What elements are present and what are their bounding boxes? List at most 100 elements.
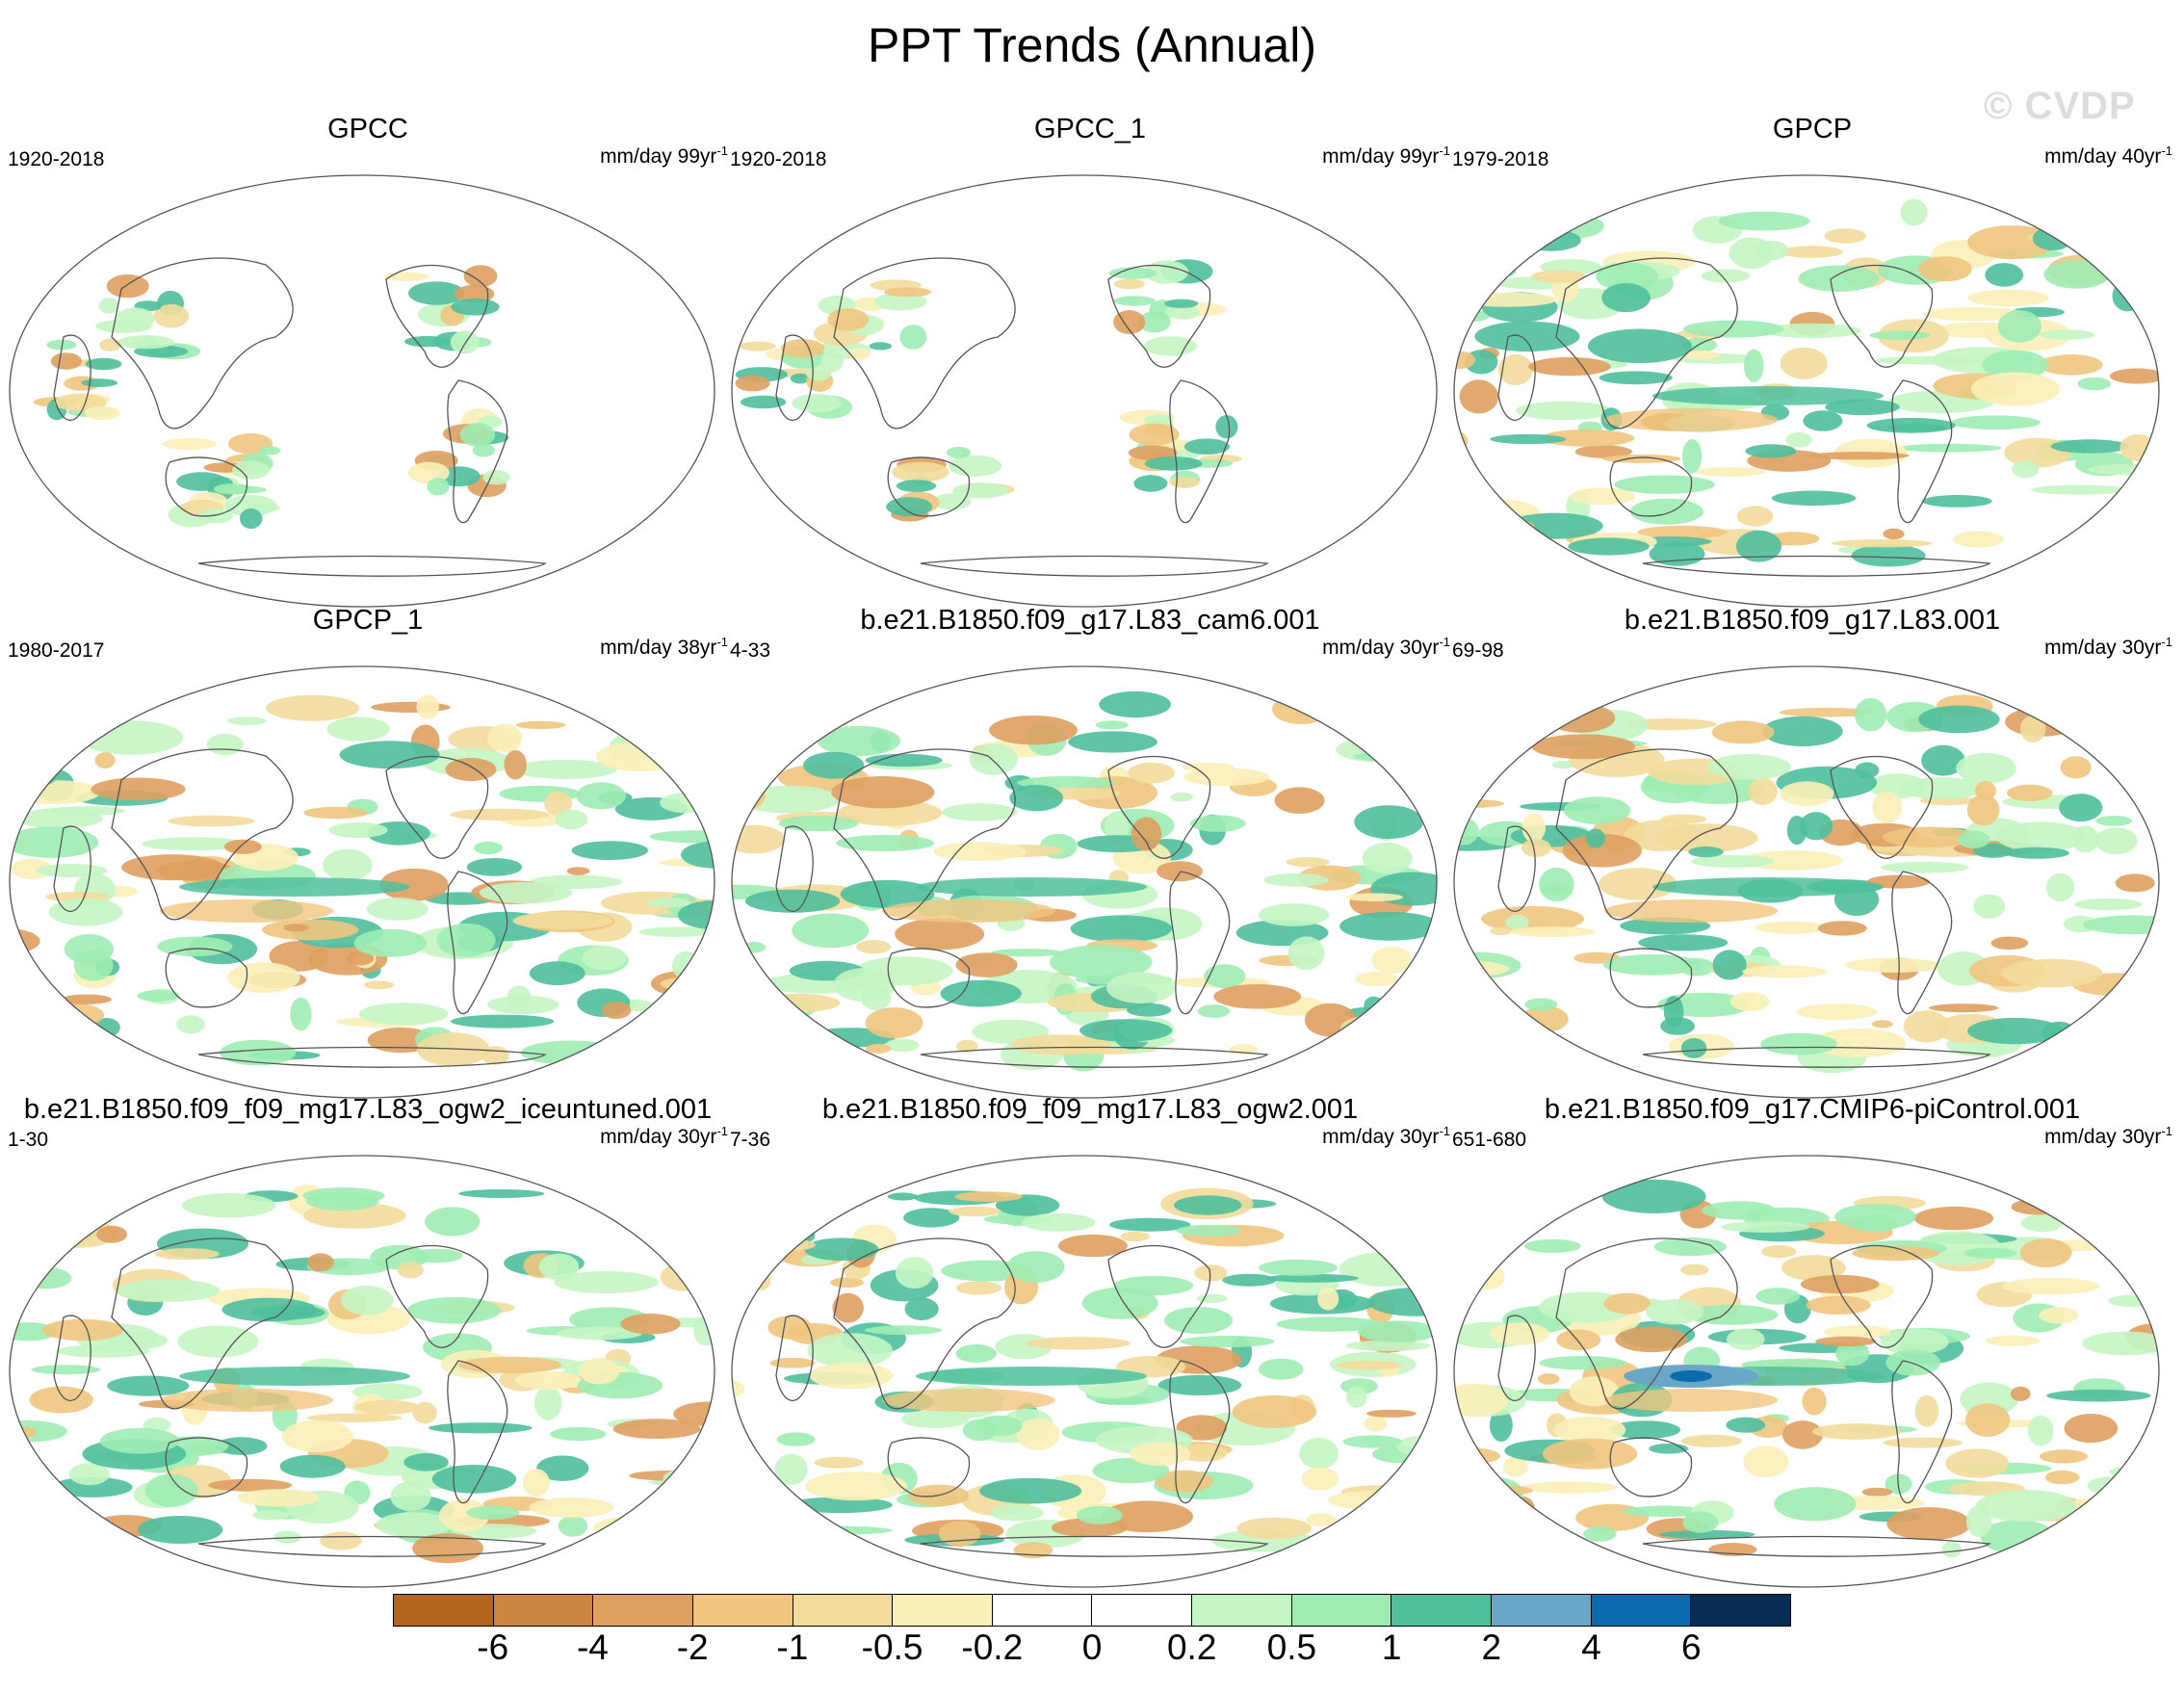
trend-blob [223,839,262,854]
trend-blob [1164,304,1200,320]
trend-blob [1726,1417,1766,1433]
trend-blob [379,868,449,901]
trend-blob [208,1478,293,1492]
trend-blob [102,1045,123,1062]
trend-blob [1967,289,2049,306]
trend-blob [1539,1356,1626,1370]
colorbar-tick-label: -4 [576,1628,609,1667]
coastline [53,334,91,421]
trend-blob [1663,996,1684,1028]
panel-units-superscript: -1 [2161,635,2172,649]
trend-blob [487,995,559,1015]
panel-title: GPCC [327,114,408,144]
trend-blob [884,287,932,298]
trend-blob [29,1386,93,1414]
trend-blob [1755,1288,1800,1305]
trend-blob [96,1225,128,1243]
map-panel: b.e21.B1850.f09_f09_mg17.L83_ogw2.001 7-3… [728,1094,1452,1588]
trend-blob [1824,228,1867,244]
trend-blob [117,1279,221,1302]
trend-blob [1454,1252,1503,1273]
trend-blob [1883,826,1977,847]
trend-blob [2039,1307,2079,1324]
panel-units: mm/day 30yr-1 [2044,1124,2172,1149]
colorbar-tick-label: 6 [1680,1628,1702,1667]
trend-blob [466,858,523,876]
trend-blob [1601,283,1651,313]
panel-title: GPCP [1772,114,1853,144]
trend-blob [1985,1335,2041,1346]
trend-map [9,1155,715,1588]
trend-blob [1157,1374,1242,1395]
trend-blob [2109,556,2132,571]
colorbar-tick-label: -2 [676,1628,709,1667]
trend-blob [1604,1389,1778,1412]
trend-blob [1222,1273,1277,1287]
panel-units-label: mm/day 38yr [600,637,717,659]
trend-blob [10,1232,61,1252]
trend-blob [73,949,114,981]
trend-blob [1701,269,1751,283]
trend-blob [1299,1437,1339,1470]
trend-blob [576,782,626,810]
trend-blob [804,1237,879,1262]
colorbar-box [893,1595,993,1626]
trend-blob [1680,1434,1743,1447]
trend-blob [2122,1268,2159,1285]
trend-blob [1755,921,1827,934]
trend-blob [1835,1341,1870,1367]
panel-units-superscript: -1 [2161,143,2172,158]
trend-blob [1681,350,1720,360]
trend-blob [1340,1014,1423,1041]
trend-blob [792,394,842,413]
trend-blob [76,1524,107,1556]
trend-blob [1469,1048,1512,1073]
coastline [1107,1244,1211,1348]
trend-blob [694,951,715,965]
trend-blob [1258,903,1330,926]
trend-blob [948,455,1002,477]
trend-blob [179,1367,410,1386]
coastline [111,1237,294,1410]
trend-blob [226,716,267,725]
trend-blob [1213,984,1302,1009]
coastline [1642,1535,1991,1557]
trend-blob [2118,1504,2159,1532]
trend-blob [903,1208,960,1228]
trend-blob [1367,1288,1437,1316]
trend-blob [2046,1389,2151,1402]
trend-blob [17,1001,105,1029]
trend-blob [397,1262,424,1279]
trend-blob [1471,1264,1505,1289]
trend-blob [1157,861,1203,882]
trend-blob [1831,539,1933,548]
colorbar-box [1192,1595,1292,1626]
coastline [833,748,1016,921]
trend-blob [153,303,190,328]
coastline [1830,1244,1934,1348]
trend-blob [1194,1264,1228,1282]
map-border [1453,174,2160,608]
trend-blob [1197,1004,1231,1018]
trend-blob [1454,1236,1482,1245]
colorbar-box [1492,1595,1592,1626]
trend-blob [1477,536,1507,553]
trend-blob [1885,1349,1941,1376]
trend-blob [1454,351,1476,370]
trend-blob [487,723,523,753]
trend-blob [217,485,267,494]
coastline [775,334,814,421]
trend-blob [181,1193,276,1218]
trend-blob [450,808,550,820]
coastline [1609,1437,1693,1498]
trend-blob [741,941,767,953]
trend-blob [2112,280,2143,312]
trend-blob [865,753,943,768]
trend-blob [1259,1259,1338,1276]
trend-blob [353,928,428,957]
trend-blob [550,1427,607,1442]
panel-units: mm/day 40yr-1 [2044,143,2172,169]
panel-title: b.e21.B1850.f09_f09_mg17.L83_ogw2_iceunt… [23,1094,713,1125]
trend-blob [52,1476,133,1498]
trend-blob [1190,815,1246,832]
